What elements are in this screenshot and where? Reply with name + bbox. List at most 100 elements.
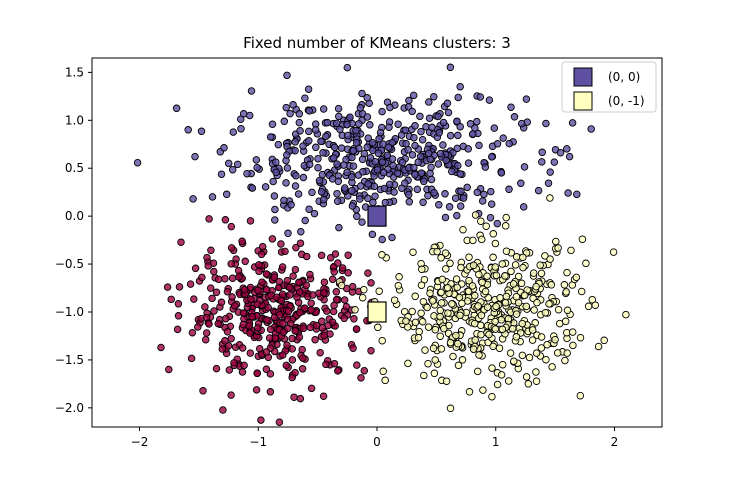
data-point-series-2 — [424, 323, 433, 331]
data-point-series-0 — [497, 169, 506, 177]
data-point-series-0 — [442, 156, 450, 165]
data-point-series-2 — [532, 282, 540, 291]
data-point-series-0 — [427, 175, 436, 184]
data-point-series-2 — [358, 293, 367, 302]
data-point-series-2 — [532, 368, 540, 376]
data-point-series-0 — [411, 141, 419, 150]
data-point-series-0 — [320, 195, 328, 204]
data-point-series-1 — [263, 316, 271, 324]
data-point-series-0 — [366, 154, 375, 162]
data-point-series-1 — [344, 251, 352, 259]
data-point-series-0 — [425, 98, 433, 106]
data-point-series-0 — [542, 119, 550, 128]
data-point-series-2 — [541, 308, 550, 317]
data-point-series-1 — [255, 344, 264, 353]
data-point-series-2 — [379, 367, 387, 376]
data-point-series-2 — [424, 359, 432, 368]
data-point-series-1 — [173, 325, 182, 334]
data-point-series-1 — [253, 300, 262, 308]
data-point-series-0 — [457, 187, 465, 196]
data-point-series-0 — [336, 125, 344, 134]
data-point-series-2 — [442, 265, 450, 273]
data-point-series-0 — [388, 155, 397, 163]
data-point-series-2 — [489, 342, 497, 351]
data-point-series-0 — [280, 196, 288, 205]
data-point-series-2 — [560, 281, 569, 289]
data-point-series-0 — [456, 170, 464, 178]
data-point-series-2 — [519, 263, 527, 272]
points-layer — [133, 63, 630, 426]
data-point-series-0 — [427, 163, 435, 171]
legend-label: (0, -1) — [608, 94, 645, 108]
data-point-series-2 — [375, 287, 383, 295]
data-point-series-0 — [184, 126, 192, 134]
data-point-series-0 — [237, 124, 245, 133]
data-point-series-0 — [314, 154, 322, 163]
data-point-series-0 — [364, 134, 372, 142]
data-point-series-2 — [471, 291, 479, 300]
data-point-series-2 — [562, 288, 570, 296]
data-point-series-0 — [473, 117, 481, 126]
data-point-series-1 — [203, 253, 211, 262]
data-point-series-0 — [297, 227, 305, 236]
data-point-series-1 — [270, 273, 279, 281]
data-point-series-0 — [434, 112, 442, 121]
data-point-series-2 — [442, 377, 451, 385]
data-point-series-2 — [437, 288, 445, 297]
y-axis: −2.0 −1.5 −1.0 −0.5 0.0 0.5 1.0 1.5 — [55, 65, 92, 415]
data-point-series-2 — [512, 333, 521, 341]
cluster-center-marker-1 — [367, 301, 387, 323]
legend-swatch — [573, 91, 593, 111]
data-point-series-2 — [512, 292, 521, 301]
data-point-series-2 — [577, 287, 586, 296]
data-point-series-1 — [300, 304, 309, 312]
data-point-series-2 — [518, 319, 527, 328]
data-point-series-2 — [477, 311, 486, 320]
data-point-series-1 — [328, 275, 337, 284]
data-point-series-0 — [374, 149, 383, 157]
data-point-series-0 — [282, 179, 290, 187]
data-point-series-0 — [133, 158, 142, 167]
data-point-series-0 — [317, 188, 326, 196]
data-point-series-0 — [243, 169, 251, 178]
data-point-series-1 — [330, 301, 338, 310]
data-point-series-1 — [227, 391, 235, 399]
data-point-series-2 — [511, 261, 520, 269]
data-point-series-2 — [402, 317, 410, 325]
data-point-series-2 — [446, 404, 455, 413]
data-point-series-0 — [261, 183, 270, 191]
data-point-series-1 — [163, 283, 172, 291]
data-point-series-2 — [496, 294, 504, 302]
data-point-series-0 — [229, 128, 238, 136]
data-point-series-0 — [335, 112, 343, 121]
data-point-series-0 — [375, 135, 383, 143]
data-point-series-0 — [544, 179, 553, 187]
data-point-series-0 — [341, 184, 349, 192]
legend: (0, 0) (0, -1) — [561, 61, 657, 113]
data-point-series-0 — [272, 168, 280, 177]
data-point-series-2 — [492, 302, 500, 311]
data-point-series-2 — [411, 292, 419, 301]
data-point-series-1 — [284, 307, 293, 316]
data-point-series-0 — [366, 121, 374, 129]
data-point-series-2 — [471, 336, 479, 344]
data-point-series-2 — [504, 377, 513, 385]
data-point-series-2 — [498, 325, 507, 334]
data-point-series-0 — [330, 143, 339, 152]
data-point-series-1 — [253, 369, 261, 378]
data-point-series-0 — [282, 103, 290, 112]
data-point-series-0 — [352, 126, 360, 135]
data-point-series-0 — [469, 130, 477, 138]
data-point-series-2 — [430, 369, 439, 378]
data-point-series-0 — [337, 144, 346, 152]
data-point-series-0 — [573, 190, 581, 199]
data-point-series-0 — [343, 120, 351, 129]
data-point-series-1 — [191, 264, 200, 273]
data-point-series-0 — [425, 114, 434, 122]
data-point-series-1 — [353, 361, 361, 369]
data-point-series-1 — [258, 242, 267, 251]
data-point-series-1 — [240, 361, 248, 370]
data-point-series-2 — [497, 371, 506, 379]
data-point-series-0 — [466, 120, 475, 128]
data-point-series-0 — [417, 169, 426, 177]
